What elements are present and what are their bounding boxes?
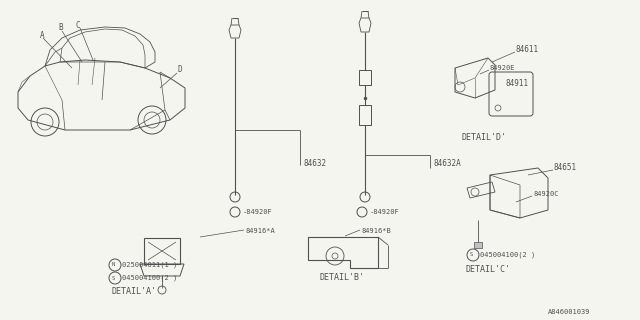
Text: D: D xyxy=(178,66,182,75)
Text: 84920E: 84920E xyxy=(490,65,515,71)
Text: DETAIL'C': DETAIL'C' xyxy=(466,266,511,275)
Text: 84632A: 84632A xyxy=(433,158,461,167)
Text: A846001039: A846001039 xyxy=(548,309,591,315)
Text: 84920C: 84920C xyxy=(533,191,559,197)
Text: 84916*B: 84916*B xyxy=(362,228,392,234)
Text: 045004100(2 ): 045004100(2 ) xyxy=(480,252,535,258)
Text: DETAIL'D': DETAIL'D' xyxy=(462,133,507,142)
FancyBboxPatch shape xyxy=(474,242,482,248)
Text: -84920F: -84920F xyxy=(370,209,400,215)
Text: N: N xyxy=(111,262,115,268)
Text: A: A xyxy=(40,30,45,39)
Text: DETAIL'B': DETAIL'B' xyxy=(320,274,365,283)
Text: C: C xyxy=(76,20,81,29)
Text: 84911: 84911 xyxy=(505,79,528,89)
Text: 84611: 84611 xyxy=(516,45,539,54)
Text: S: S xyxy=(111,276,115,281)
Text: -84920F: -84920F xyxy=(243,209,273,215)
Text: 84651: 84651 xyxy=(554,164,577,172)
Text: DETAIL'A': DETAIL'A' xyxy=(112,287,157,297)
Text: B: B xyxy=(58,23,63,33)
Text: 84916*A: 84916*A xyxy=(245,228,275,234)
Text: S: S xyxy=(469,252,472,258)
Text: 025004011(1 ): 025004011(1 ) xyxy=(122,262,177,268)
Text: 84632: 84632 xyxy=(303,158,326,167)
Text: 045004100(2 ): 045004100(2 ) xyxy=(122,275,177,281)
